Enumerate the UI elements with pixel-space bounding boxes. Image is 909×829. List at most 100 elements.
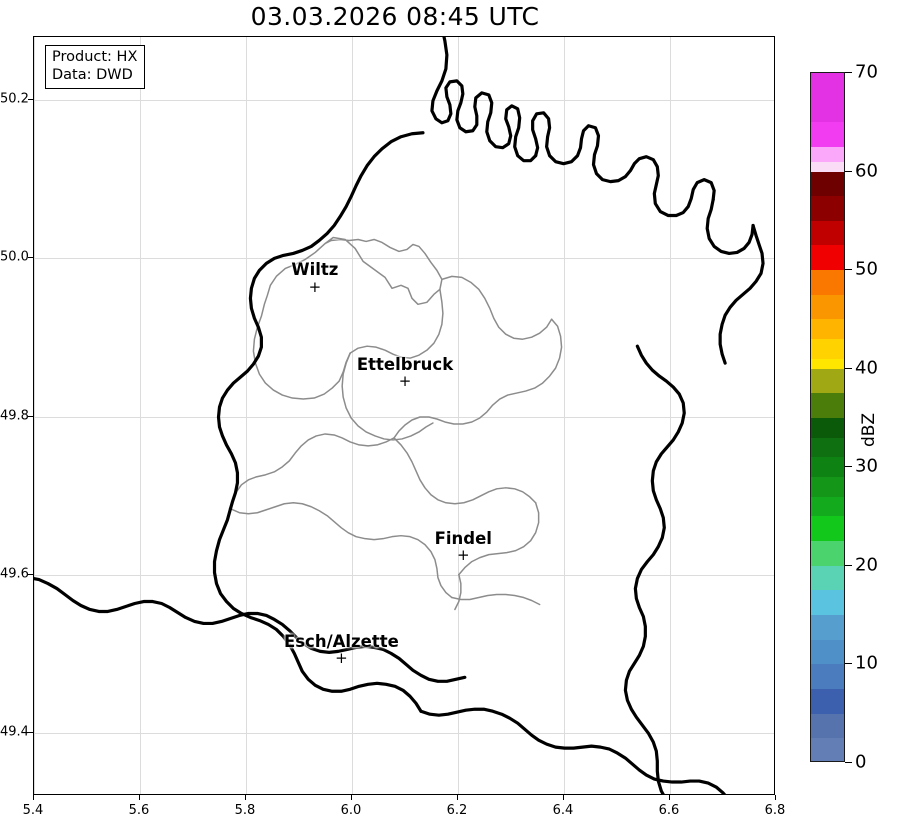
gridline-vertical bbox=[246, 37, 247, 794]
colorbar-band bbox=[811, 245, 844, 271]
city-label: Wiltz bbox=[291, 260, 339, 280]
colorbar-tick bbox=[845, 564, 852, 566]
x-axis-label: 6.6 bbox=[658, 803, 680, 818]
colorbar-tick bbox=[845, 466, 852, 468]
y-axis-label: 49.6 bbox=[0, 566, 29, 582]
colorbar[interactable] bbox=[810, 72, 845, 762]
colorbar-tick bbox=[845, 762, 852, 763]
city-label: Findel bbox=[434, 528, 492, 548]
colorbar-band bbox=[811, 368, 844, 394]
colorbar-tick-label: 30 bbox=[855, 455, 878, 477]
x-axis-tick bbox=[775, 795, 776, 800]
city-label: Ettelbruck bbox=[356, 354, 454, 374]
colorbar-tick bbox=[845, 170, 852, 172]
district-borders bbox=[229, 236, 563, 611]
colorbar-band bbox=[811, 664, 844, 689]
page-title: 03.03.2026 08:45 UTC bbox=[250, 2, 540, 31]
colorbar-band bbox=[811, 319, 844, 340]
x-axis-tick bbox=[351, 795, 352, 800]
gridline-horizontal bbox=[34, 574, 774, 576]
info-product: Product: HX bbox=[52, 49, 138, 65]
colorbar-band bbox=[811, 161, 844, 172]
colorbar-band bbox=[811, 220, 844, 246]
colorbar-band bbox=[811, 73, 844, 123]
colorbar-tick-label: 10 bbox=[855, 652, 878, 674]
colorbar-band bbox=[811, 688, 844, 714]
colorbar-band bbox=[811, 590, 844, 615]
y-axis-label: 49.4 bbox=[0, 724, 29, 740]
x-axis-tick bbox=[245, 795, 246, 800]
x-axis-tick bbox=[563, 795, 564, 800]
colorbar-band bbox=[811, 437, 844, 458]
colorbar-tick bbox=[845, 269, 852, 271]
gridline-horizontal bbox=[34, 258, 774, 260]
colorbar-tick-label: 0 bbox=[855, 751, 867, 773]
colorbar-band bbox=[811, 122, 844, 147]
city-cross-icon: + bbox=[335, 649, 348, 668]
x-axis-label: 6.4 bbox=[552, 803, 574, 818]
x-axis-label: 5.8 bbox=[234, 803, 256, 818]
y-axis-label: 49.8 bbox=[0, 408, 29, 423]
colorbar-band bbox=[811, 639, 844, 665]
city-label: Esch/Alzette bbox=[283, 631, 399, 651]
y-axis-tick bbox=[28, 257, 33, 259]
x-axis-label: 5.6 bbox=[128, 803, 150, 818]
info-box: Product: HX Data: DWD bbox=[45, 45, 146, 90]
colorbar-band bbox=[811, 615, 844, 640]
colorbar-band bbox=[811, 496, 844, 517]
city-marker-wiltz: Wiltz + bbox=[291, 262, 338, 295]
colorbar-band bbox=[811, 146, 844, 162]
gridline-vertical bbox=[140, 37, 141, 794]
city-marker-findel: Findel + bbox=[434, 528, 492, 565]
colorbar-band bbox=[811, 339, 844, 359]
colorbar-band bbox=[811, 541, 844, 566]
x-axis-label: 6.8 bbox=[764, 803, 786, 818]
y-axis-label: 50.2 bbox=[0, 91, 29, 107]
colorbar-band bbox=[811, 738, 844, 761]
x-axis-label: 6.0 bbox=[340, 803, 362, 818]
colorbar-band bbox=[811, 358, 844, 369]
city-cross-icon: + bbox=[457, 546, 470, 565]
colorbar-band bbox=[811, 457, 844, 478]
colorbar-tick bbox=[845, 72, 852, 73]
colorbar-tick-label: 50 bbox=[855, 258, 878, 280]
info-data: Data: DWD bbox=[52, 66, 133, 83]
gridline-vertical bbox=[564, 37, 565, 794]
gridline-vertical bbox=[458, 37, 459, 794]
colorbar-tick-label: 60 bbox=[855, 160, 878, 182]
map-geometry-layer bbox=[34, 37, 765, 794]
city-cross-icon: + bbox=[308, 277, 322, 296]
x-axis-label: 6.2 bbox=[446, 803, 468, 818]
y-axis-tick bbox=[28, 731, 33, 733]
x-axis-tick bbox=[669, 795, 670, 800]
y-axis-label: 50.0 bbox=[0, 249, 29, 265]
colorbar-band bbox=[811, 393, 844, 418]
gridline-horizontal bbox=[34, 100, 774, 102]
colorbar-band bbox=[811, 417, 844, 438]
colorbar-title: dBZ bbox=[859, 412, 879, 448]
city-marker-esch-alzette: Esch/Alzette + bbox=[283, 631, 399, 668]
x-axis-tick bbox=[457, 795, 458, 800]
x-axis-tick bbox=[139, 795, 140, 800]
radar-map-plot[interactable]: Product: HX Data: DWD Wiltz + Ettelbruck + F… bbox=[33, 36, 775, 795]
colorbar-tick bbox=[845, 663, 852, 665]
city-marker-ettelbruck: Ettelbruck + bbox=[356, 354, 454, 390]
colorbar-band bbox=[811, 196, 844, 221]
colorbar-tick-label: 20 bbox=[855, 554, 878, 576]
gridline-vertical bbox=[670, 37, 671, 794]
colorbar-band bbox=[811, 477, 844, 497]
gridline-vertical bbox=[34, 37, 35, 794]
colorbar-tick-label: 70 bbox=[855, 61, 878, 83]
gridline-horizontal bbox=[34, 732, 774, 734]
y-axis-tick bbox=[28, 99, 33, 101]
colorbar-band bbox=[811, 270, 844, 295]
grid-layer bbox=[34, 37, 774, 794]
colorbar-band bbox=[811, 713, 844, 739]
x-axis-tick bbox=[33, 795, 34, 800]
colorbar-band bbox=[811, 171, 844, 197]
y-axis-tick bbox=[28, 573, 33, 575]
colorbar-band bbox=[811, 565, 844, 591]
x-axis-label: 5.4 bbox=[22, 803, 44, 818]
y-axis-tick bbox=[28, 415, 33, 417]
national-border bbox=[34, 37, 765, 794]
